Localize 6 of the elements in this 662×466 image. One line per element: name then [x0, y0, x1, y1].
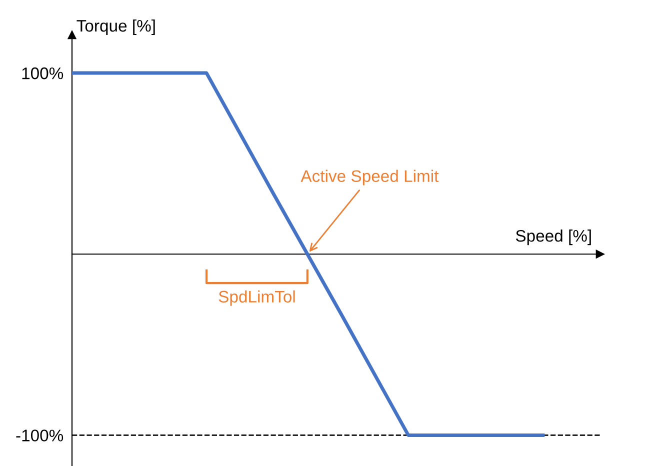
- y-tick-label: -100%: [16, 430, 64, 442]
- y-axis-title: Torque [%]: [76, 19, 155, 35]
- x-axis-title: Speed [%]: [516, 230, 591, 246]
- y-tick-label: 100%: [22, 67, 64, 80]
- annotation: Active Speed Limit: [300, 170, 439, 186]
- annotation: SpdLimTol: [218, 290, 295, 306]
